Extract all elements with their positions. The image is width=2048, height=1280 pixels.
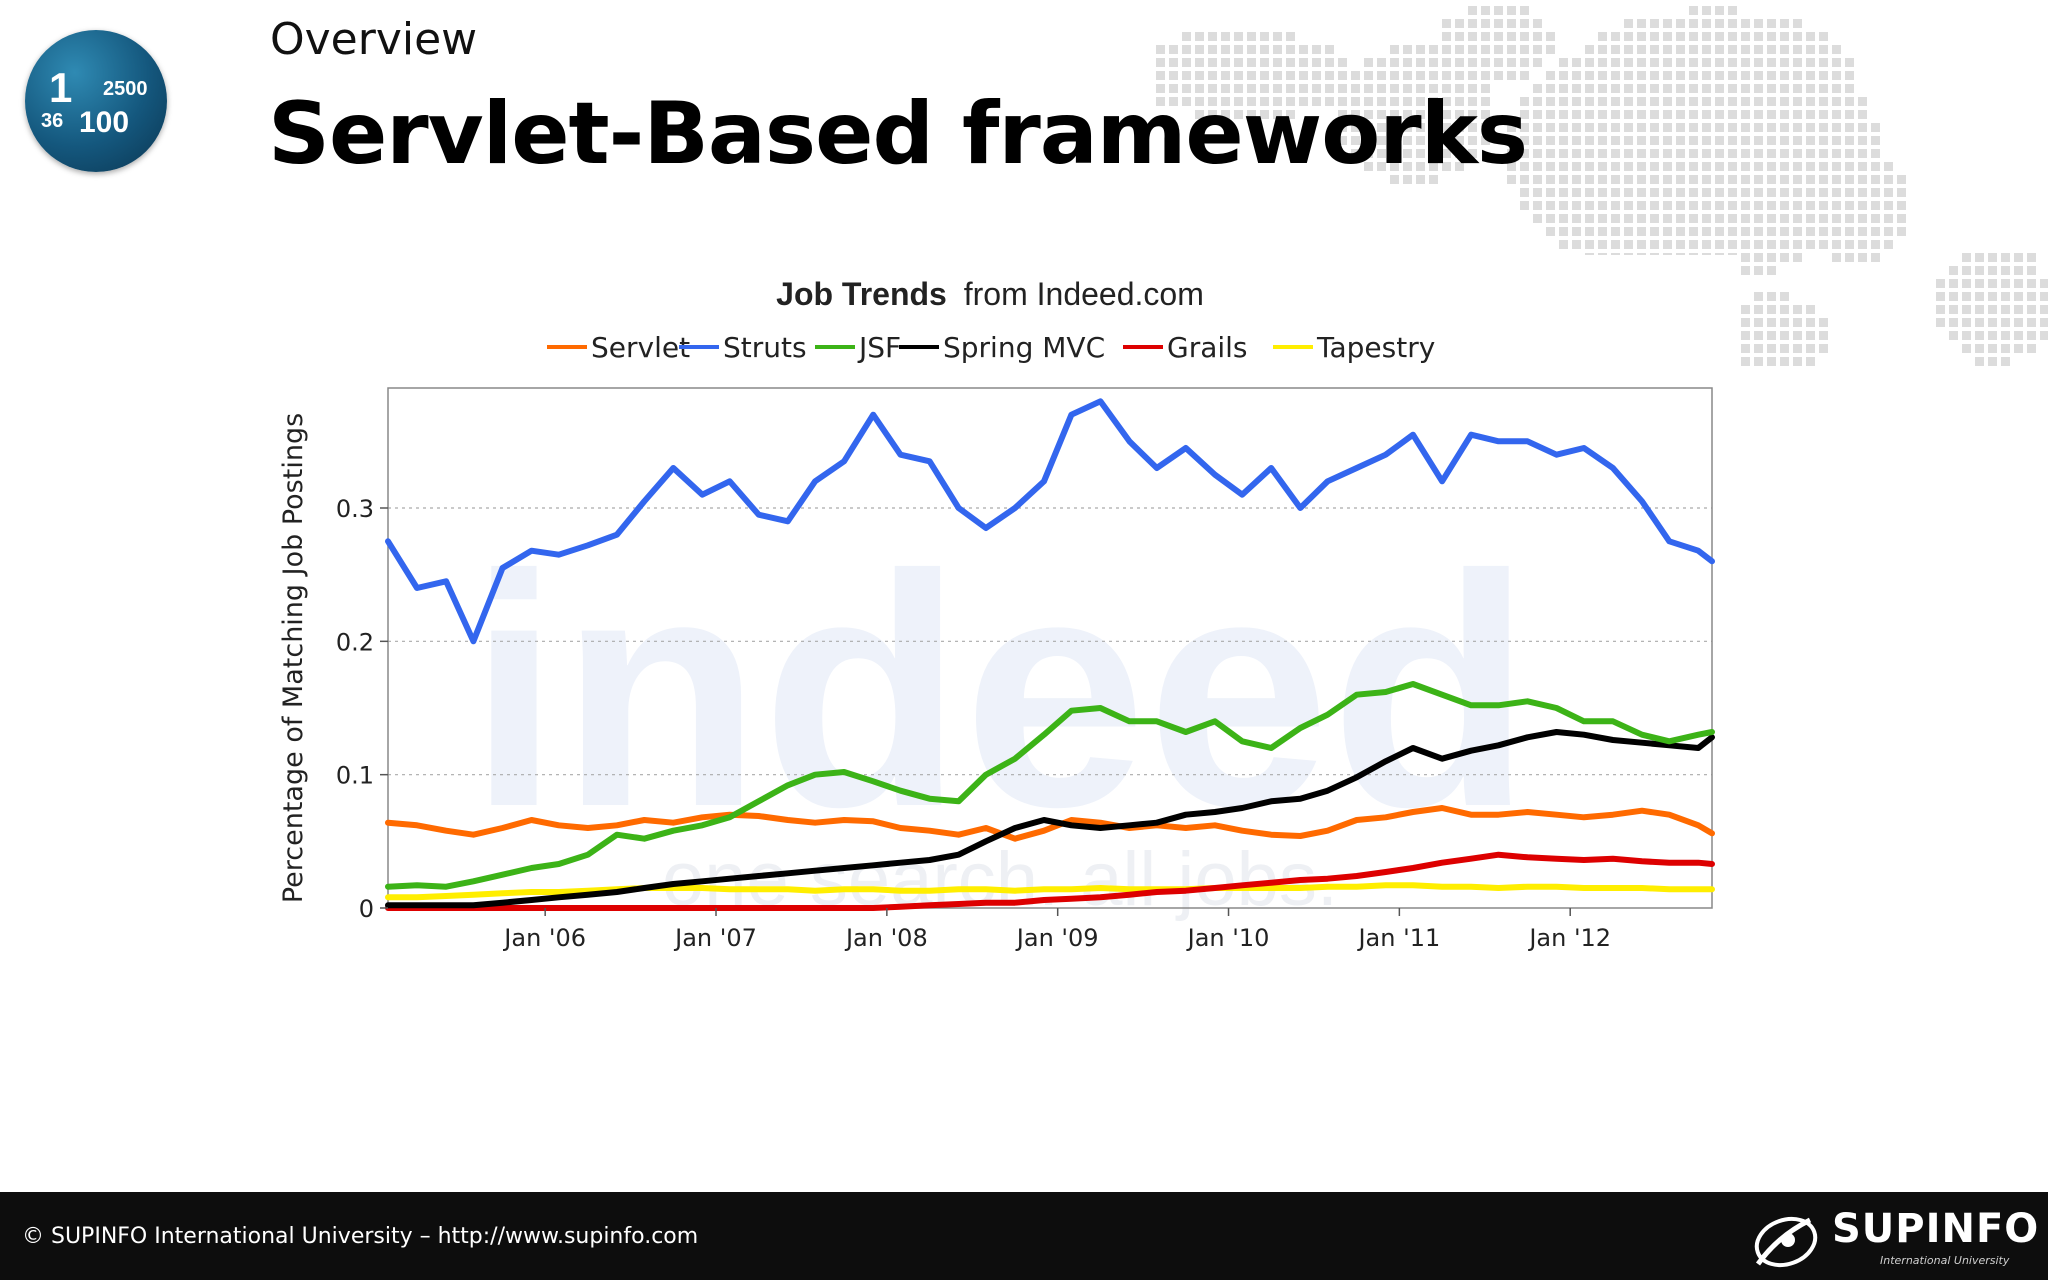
y-axis-label: Percentage of Matching Job Postings bbox=[278, 413, 309, 903]
legend-label: Struts bbox=[723, 331, 807, 364]
copyright-text: © SUPINFO International University – htt… bbox=[22, 1224, 699, 1249]
footer-bar: © SUPINFO International University – htt… bbox=[0, 1192, 2048, 1280]
x-tick-label: Jan '10 bbox=[1186, 924, 1270, 952]
series-line-struts bbox=[385, 398, 1715, 645]
y-tick-label: 0.3 bbox=[336, 495, 374, 523]
slide-overline: Overview bbox=[270, 14, 478, 65]
y-tick-label: 0.2 bbox=[336, 628, 374, 656]
watermark-logo: indeed bbox=[468, 506, 1531, 875]
legend-label: Spring MVC bbox=[943, 331, 1105, 364]
chart-title-bold: Job Trends bbox=[776, 276, 947, 312]
x-tick-label: Jan '08 bbox=[844, 924, 928, 952]
series-line-grails bbox=[385, 851, 1715, 911]
series-line-jsf bbox=[385, 681, 1715, 890]
x-tick-label: Jan '06 bbox=[502, 924, 586, 952]
badge-number: 1 bbox=[49, 64, 73, 111]
chart-panel: indeed one search. all jobs. Job Trends … bbox=[80, 255, 1740, 1175]
legend-label: Grails bbox=[1167, 331, 1248, 364]
series-line-spring-mvc bbox=[385, 729, 1715, 909]
x-tick-label: Jan '09 bbox=[1015, 924, 1099, 952]
indeed-watermark: indeed one search. all jobs. bbox=[468, 506, 1531, 922]
chart-legend: Servlet Struts JSF Spring MVC Grails Tapestry bbox=[547, 331, 1435, 364]
supinfo-logo-subtext: International University bbox=[1880, 1254, 2010, 1267]
badge-number: 2500 bbox=[103, 78, 148, 100]
supinfo-logo-icon bbox=[1754, 1216, 1818, 1268]
x-tick-label: Jan '12 bbox=[1527, 924, 1611, 952]
badge-logo: 1 2500 36 100 bbox=[25, 30, 167, 172]
x-tick-label: Jan '07 bbox=[673, 924, 757, 952]
job-trends-chart: indeed one search. all jobs. Job Trends … bbox=[278, 276, 1715, 952]
y-tick-label: 0.1 bbox=[336, 762, 374, 790]
supinfo-logo-text: SUPINFO bbox=[1832, 1206, 2040, 1252]
x-tick-label: Jan '11 bbox=[1356, 924, 1440, 952]
chart-title: Job Trends from Indeed.com bbox=[776, 276, 1204, 312]
legend-label: Tapestry bbox=[1316, 331, 1435, 364]
series-layer bbox=[385, 398, 1715, 911]
y-tick-label: 0 bbox=[359, 895, 374, 923]
chart-title-rest: from Indeed.com bbox=[964, 276, 1204, 312]
slide-title: Servlet-Based frameworks bbox=[268, 84, 1528, 184]
x-axis-ticks: Jan '06 Jan '07 Jan '08 Jan '09 Jan '10 Jan '… bbox=[502, 908, 1611, 952]
badge-number: 36 bbox=[41, 110, 64, 132]
y-axis-ticks: 0 0.1 0.2 0.3 bbox=[336, 495, 388, 923]
plot-frame bbox=[387, 387, 1713, 909]
legend-label: Servlet bbox=[591, 331, 690, 364]
legend-label: JSF bbox=[857, 331, 901, 364]
badge-number: 100 bbox=[79, 106, 130, 139]
